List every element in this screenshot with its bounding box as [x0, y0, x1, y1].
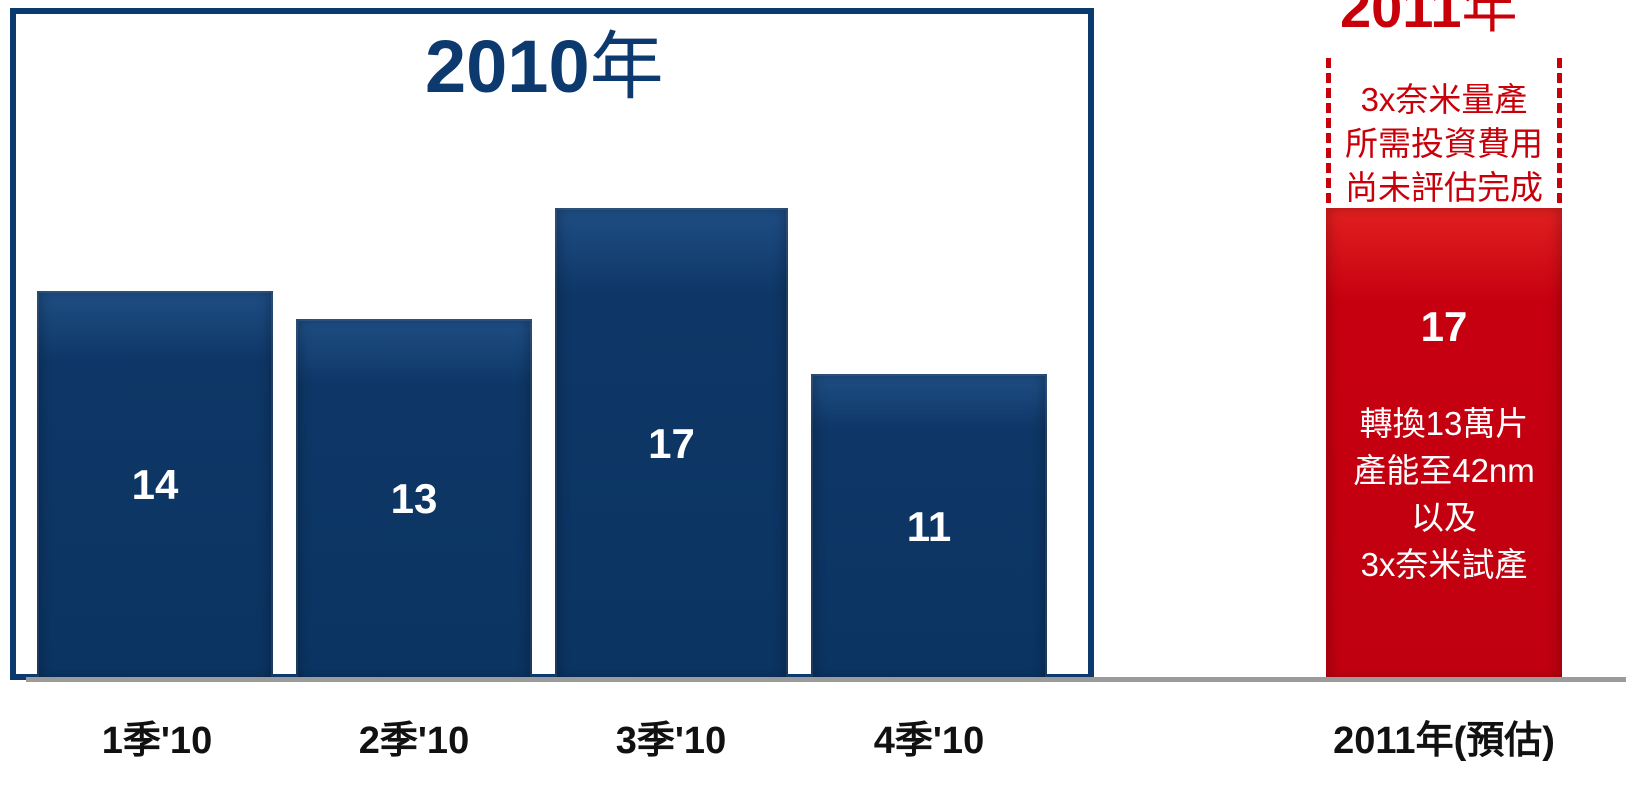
- heading-2011-year: 2011: [1340, 0, 1462, 39]
- x-tick-label-2011-forecast: 2011年(預估): [1333, 720, 1555, 762]
- heading-2010-suffix: 年: [589, 25, 664, 108]
- bar-2011-forecast-value: 17: [1420, 303, 1468, 351]
- heading-2011-suffix: 年: [1461, 0, 1518, 39]
- bar-q1-2010: 14: [37, 291, 273, 679]
- heading-2010: 2010年: [425, 30, 664, 104]
- bar-q3-2010: 17: [555, 208, 788, 679]
- bar-q4-2010-value: 11: [906, 502, 952, 550]
- heading-2011: 2011年: [1340, 0, 1518, 36]
- bar-q3-2010-value: 17: [648, 419, 695, 467]
- bar-2011-forecast: 17 轉換13萬片 產能至42nm 以及 3x奈米試產: [1326, 208, 1562, 679]
- x-tick-label-q3: 3季'10: [615, 720, 727, 762]
- x-axis-baseline: [26, 677, 1626, 682]
- forecast-callout-text: 3x奈米量產 所需投資費用 尚未評估完成: [1345, 81, 1543, 206]
- bar-q2-2010-value: 13: [390, 474, 438, 522]
- bar-2011-forecast-note: 轉換13萬片 產能至42nm 以及 3x奈米試產: [1353, 405, 1535, 584]
- bar-q4-2010: 11: [811, 374, 1047, 679]
- x-tick-label-q2: 2季'10: [358, 720, 470, 762]
- x-tick-label-q4: 4季'10: [873, 720, 985, 762]
- bar-q1-2010-value: 14: [131, 461, 179, 509]
- bar-q2-2010: 13: [296, 318, 532, 679]
- forecast-callout-bracket: [1326, 58, 1562, 218]
- x-tick-label-q1: 1季'10: [101, 720, 213, 762]
- heading-2010-year: 2010: [425, 25, 590, 108]
